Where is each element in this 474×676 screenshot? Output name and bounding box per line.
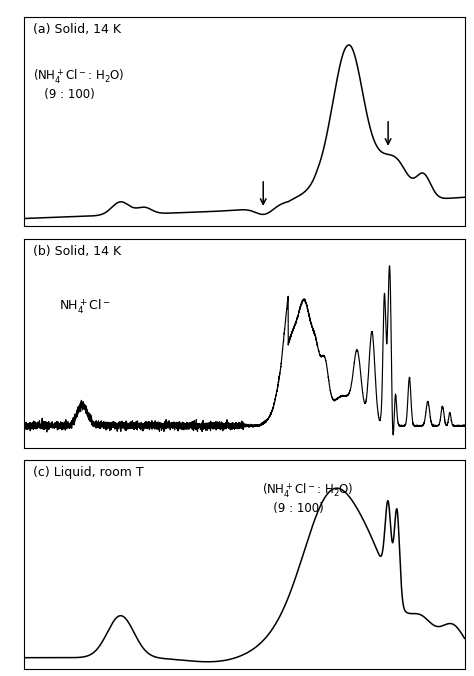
Text: (c) Liquid, room T: (c) Liquid, room T: [33, 466, 143, 479]
Text: (NH$_4^+$Cl$^-$: H$_2$O)
   (9 : 100): (NH$_4^+$Cl$^-$: H$_2$O) (9 : 100): [262, 481, 353, 515]
Text: (a) Solid, 14 K: (a) Solid, 14 K: [33, 23, 120, 37]
Text: NH$_4^+$Cl$^-$: NH$_4^+$Cl$^-$: [59, 297, 111, 316]
Text: (NH$_4^+$Cl$^-$: H$_2$O)
   (9 : 100): (NH$_4^+$Cl$^-$: H$_2$O) (9 : 100): [33, 67, 124, 101]
Text: (b) Solid, 14 K: (b) Solid, 14 K: [33, 245, 121, 258]
